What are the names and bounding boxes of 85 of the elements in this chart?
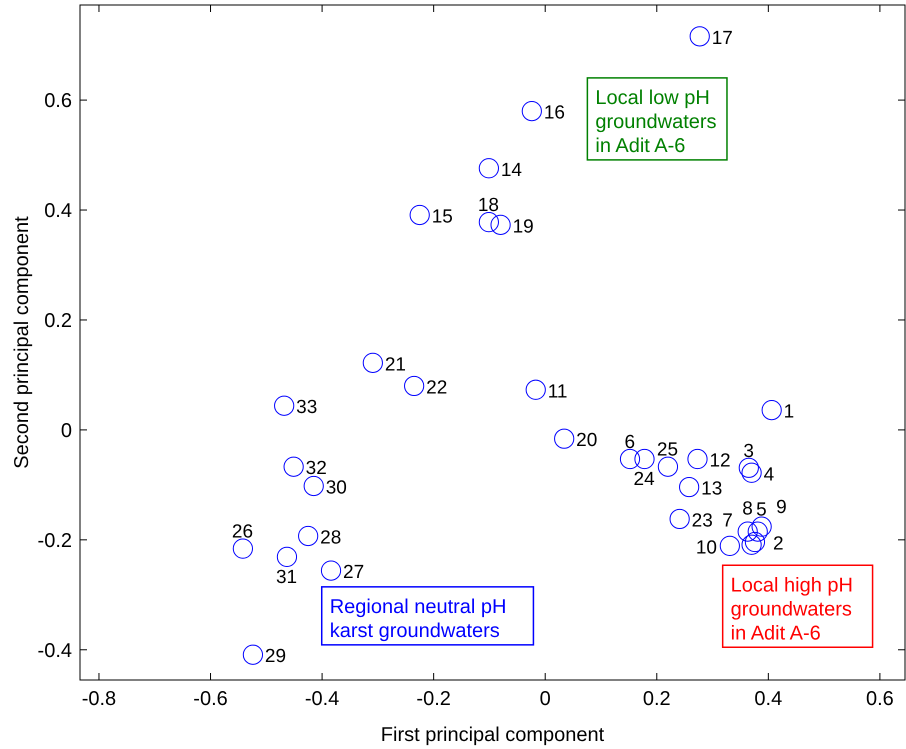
point [478, 158, 499, 178]
x-axis-title: First principal component [380, 724, 605, 746]
annotation: 4 [764, 464, 775, 486]
point [404, 376, 424, 396]
x-tick-label: -0.4 [304, 688, 340, 710]
annotation: 33 [296, 397, 318, 418]
y-tick-label: 0.4 [44, 200, 72, 222]
x-tick-label: 0.4 [754, 688, 782, 710]
annotation: Regional neutral pH karst groundwaters [330, 596, 507, 642]
point [762, 400, 782, 420]
point [320, 560, 342, 581]
point [274, 396, 294, 416]
annotation: 1 [784, 402, 794, 423]
point [526, 380, 546, 400]
y-tick-label: 0.2 [44, 310, 72, 332]
annotation: 10 [696, 537, 717, 558]
point [242, 644, 264, 665]
annotation: 32 [306, 458, 327, 480]
point [490, 214, 511, 235]
annotation: 30 [326, 477, 347, 498]
annotation: 27 [343, 562, 364, 584]
y-tick-label: 0 [60, 420, 72, 442]
annotation: 28 [320, 527, 342, 548]
annotation: 5 [756, 500, 767, 521]
point [232, 538, 253, 559]
annotation: 12 [709, 450, 731, 472]
point [410, 204, 430, 226]
x-tick-label: 0.6 [866, 688, 894, 710]
point [522, 101, 542, 122]
annotation: 16 [544, 102, 565, 124]
annotation: 25 [656, 440, 678, 461]
annotation: Local high pH groundwaters in Adit A-6 [730, 574, 853, 644]
point [741, 462, 762, 483]
point [720, 536, 740, 556]
point [620, 448, 640, 470]
point [687, 448, 708, 470]
x-tick-label: -0.6 [193, 688, 228, 710]
annotation: 22 [426, 377, 448, 398]
annotation: 18 [478, 195, 500, 216]
annotation: 2 [772, 534, 784, 555]
point [738, 458, 759, 478]
point [478, 212, 499, 232]
y-tick-label: -0.2 [38, 530, 72, 552]
point [670, 508, 690, 530]
point [741, 534, 762, 555]
point [690, 26, 710, 46]
point [276, 546, 298, 567]
annotation: 6 [624, 432, 636, 454]
point [362, 352, 383, 373]
point [748, 522, 768, 542]
annotation: 23 [692, 510, 713, 532]
point [304, 476, 324, 496]
annotation: 29 [264, 646, 286, 668]
annotation: 21 [384, 354, 406, 376]
point [284, 456, 304, 477]
x-tick-label: -0.2 [416, 688, 451, 710]
annotation: 13 [701, 478, 722, 500]
annotation: 26 [232, 522, 254, 543]
point [744, 532, 766, 552]
annotation: Local low pH groundwaters in Adit A-6 [595, 86, 717, 157]
annotation: 8 [742, 498, 753, 520]
point [752, 516, 772, 537]
y-tick-label: 0.6 [44, 90, 72, 112]
annotation: 19 [512, 216, 534, 238]
y-tick-label: -0.4 [38, 640, 72, 662]
annotation: 31 [276, 566, 298, 588]
annotation: 3 [743, 440, 754, 462]
x-tick-label: 0.2 [642, 688, 671, 710]
point [738, 522, 758, 542]
annotation: 15 [432, 206, 453, 228]
annotation: 24 [634, 469, 656, 490]
annotation: 9 [776, 497, 787, 518]
x-tick-label: -0.8 [82, 688, 116, 710]
annotation: 14 [500, 160, 522, 181]
point [298, 526, 318, 546]
point [634, 448, 655, 470]
annotation: 20 [576, 430, 598, 452]
point [658, 456, 678, 477]
point [554, 428, 574, 449]
annotation: 7 [722, 510, 733, 532]
x-tick-label: 0 [540, 688, 551, 710]
y-axis-title: Second principal component [11, 216, 33, 469]
annotation: 17 [712, 28, 733, 49]
annotation: 11 [548, 381, 568, 402]
point [679, 476, 700, 498]
